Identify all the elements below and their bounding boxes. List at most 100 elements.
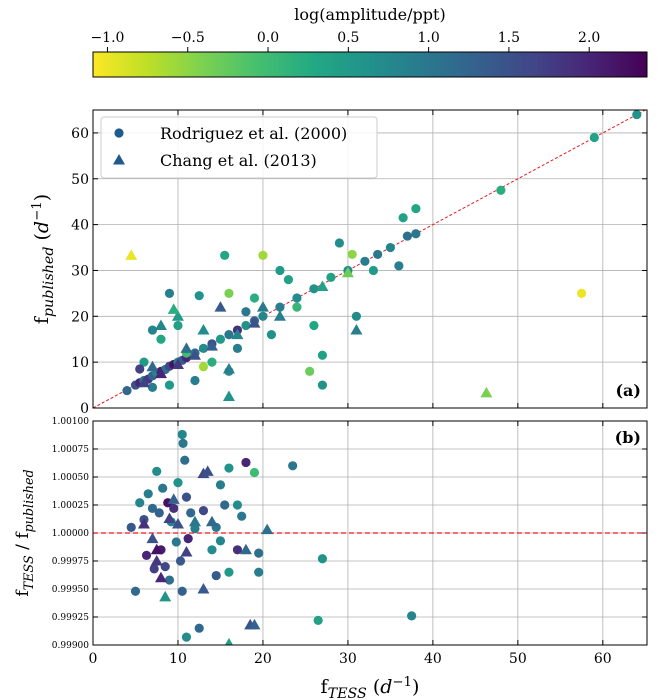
legend-label: Rodriguez et al. (2000) (160, 124, 347, 143)
label-part: / f (13, 531, 33, 556)
points (126, 429, 417, 645)
circle-point (411, 229, 421, 239)
label-part: f (13, 589, 33, 597)
legend-label: Chang et al. (2013) (160, 151, 317, 170)
y-tick-label: 60 (71, 126, 89, 142)
circle-point (198, 506, 209, 516)
triangle-point (256, 301, 269, 312)
circle-point (147, 382, 158, 392)
circle-point (207, 357, 217, 367)
y-tick-label: 20 (71, 309, 89, 325)
triangle-point (163, 512, 176, 523)
circle-point (135, 498, 145, 508)
circle-point (220, 500, 230, 510)
circle-point (194, 623, 204, 633)
circle-point (407, 611, 417, 621)
y-tick-label: 10 (71, 355, 89, 371)
circle-point (258, 250, 268, 260)
circle-point (180, 455, 190, 465)
circle-point (114, 128, 124, 138)
triangle-point (159, 590, 172, 602)
label-part: f (321, 676, 330, 698)
triangle-point (113, 154, 125, 165)
triangle-point (180, 546, 193, 557)
circle-point (351, 311, 362, 321)
circle-point (135, 364, 145, 374)
circle-point (224, 288, 234, 298)
circle-point (186, 508, 196, 518)
triangle-point (273, 310, 286, 321)
circle-point (241, 307, 251, 317)
circle-point (385, 242, 395, 253)
circle-point (292, 293, 302, 303)
triangle-point (350, 324, 363, 335)
triangle-point (137, 376, 150, 388)
circle-point (368, 265, 378, 276)
y-tick-label: 30 (71, 263, 89, 279)
circle-point (164, 380, 175, 390)
x-tick-label: 0 (89, 651, 98, 667)
triangle-point (180, 342, 193, 353)
triangle-point (205, 515, 218, 527)
y-tick-label: 1.00100 (52, 417, 89, 427)
circle-point (411, 203, 421, 214)
circle-point (164, 575, 175, 585)
triangle-point (146, 532, 159, 544)
y-tick-label: 0.99900 (52, 641, 89, 651)
triangle-point (150, 543, 163, 555)
circle-point (164, 288, 175, 298)
label-part: −1 (30, 201, 45, 221)
colorbar (92, 51, 648, 78)
triangle-point (231, 328, 244, 340)
triangle-point (214, 301, 227, 312)
circle-point (181, 492, 192, 502)
colorbar-tick-label: 1.0 (417, 30, 439, 46)
triangle-point (171, 310, 184, 321)
triangle-point (239, 543, 252, 555)
circle-point (198, 362, 209, 372)
circle-point (249, 293, 260, 303)
circle-point (317, 554, 328, 564)
colorbar-tick-label: 2.0 (578, 30, 600, 46)
circle-point (211, 570, 221, 581)
triangle-point (154, 571, 167, 583)
plot-frame (92, 420, 648, 646)
triangle-point (171, 358, 184, 369)
circle-point (152, 466, 162, 476)
circle-point (347, 249, 357, 260)
circle-point (254, 548, 264, 558)
circle-point (309, 320, 319, 331)
circle-point (126, 522, 136, 533)
circle-point (398, 213, 408, 223)
triangle-point (316, 280, 329, 292)
y-tick-label: 0.99975 (52, 557, 89, 567)
circle-point (237, 511, 247, 521)
circle-point (275, 302, 285, 312)
y-tick-label: 0 (80, 401, 89, 417)
triangle-point (222, 390, 235, 402)
y-tick-label: 50 (71, 172, 89, 188)
circle-point (169, 503, 179, 513)
circle-point (224, 463, 234, 473)
circle-point (147, 325, 158, 335)
triangle-point (146, 360, 159, 372)
label-part: TESS (328, 686, 367, 700)
y-tick-label: 0.99925 (52, 613, 89, 623)
colorbar-label: log(amplitude/ppt) (294, 5, 445, 24)
circle-point (183, 534, 193, 544)
y-tick-label: 1.00025 (52, 501, 89, 511)
label-part: ( (31, 233, 53, 246)
circle-point (198, 343, 209, 353)
circle-point (158, 483, 168, 493)
label-part: ( (367, 676, 380, 698)
circle-point (207, 545, 217, 555)
circle-point (173, 478, 183, 488)
circle-point (576, 288, 587, 298)
label-part: ) (31, 194, 53, 201)
y-tick-label: 40 (71, 218, 89, 234)
circle-point (215, 536, 226, 546)
circle-point (402, 231, 412, 241)
x-tick-label: 20 (254, 651, 272, 667)
circle-point (258, 311, 268, 321)
